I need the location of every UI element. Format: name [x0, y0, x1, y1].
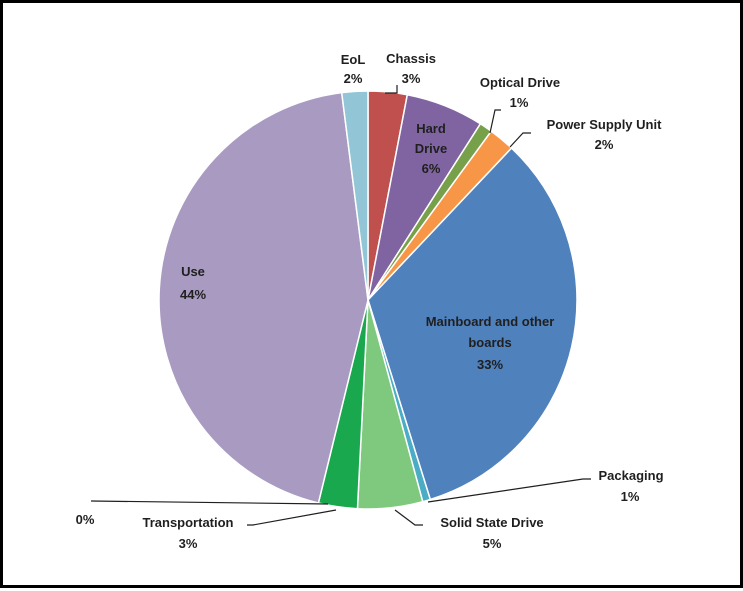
label-packaging-value: 1%: [621, 489, 640, 504]
label-chassis-name: Chassis: [386, 51, 436, 66]
label-optical-drive-name: Optical Drive: [480, 75, 560, 90]
leader-transportation: [247, 509, 337, 526]
pie-slices: [158, 90, 578, 510]
label-eol-name: EoL: [341, 52, 366, 67]
slice-mainboard-and-other-boards: [367, 147, 578, 501]
leader-optical-drive: [489, 109, 501, 134]
label-transportation-name: Transportation: [142, 515, 233, 530]
label-hard-drive-line1: Hard: [416, 121, 446, 136]
label-solid-state-name: Solid State Drive: [440, 515, 543, 530]
label-power-supply-value: 2%: [595, 137, 614, 152]
label-mainboard-line2: boards: [468, 335, 511, 350]
label-chassis-value: 3%: [402, 71, 421, 86]
slice-use: [158, 91, 369, 504]
label-mainboard-value: 33%: [477, 357, 503, 372]
label-solid-state-value: 5%: [483, 536, 502, 551]
label-use-name: Use: [181, 264, 205, 279]
label-eol-value: 2%: [344, 71, 363, 86]
label-zero-value: 0%: [76, 512, 95, 527]
label-hard-drive-line2: Drive: [415, 141, 448, 156]
label-power-supply-name: Power Supply Unit: [547, 117, 663, 132]
leader-chassis: [385, 85, 398, 94]
pie-chart: EoL 2% Chassis 3% Hard Drive 6% Optical …: [76, 51, 664, 551]
label-hard-drive-value: 6%: [422, 161, 441, 176]
slice-labels: EoL 2% Chassis 3% Hard Drive 6% Optical …: [76, 51, 664, 551]
leader-zero: [90, 500, 329, 505]
label-transportation-value: 3%: [179, 536, 198, 551]
label-mainboard-line1: Mainboard and other: [426, 314, 555, 329]
label-packaging-name: Packaging: [598, 468, 663, 483]
label-use-value: 44%: [180, 287, 206, 302]
leader-power-supply: [509, 132, 531, 148]
leader-lines: [90, 85, 591, 526]
leader-solid-state: [394, 509, 423, 526]
slice-eol: [340, 90, 369, 301]
label-optical-drive-value: 1%: [510, 95, 529, 110]
leader-packaging: [427, 478, 591, 503]
